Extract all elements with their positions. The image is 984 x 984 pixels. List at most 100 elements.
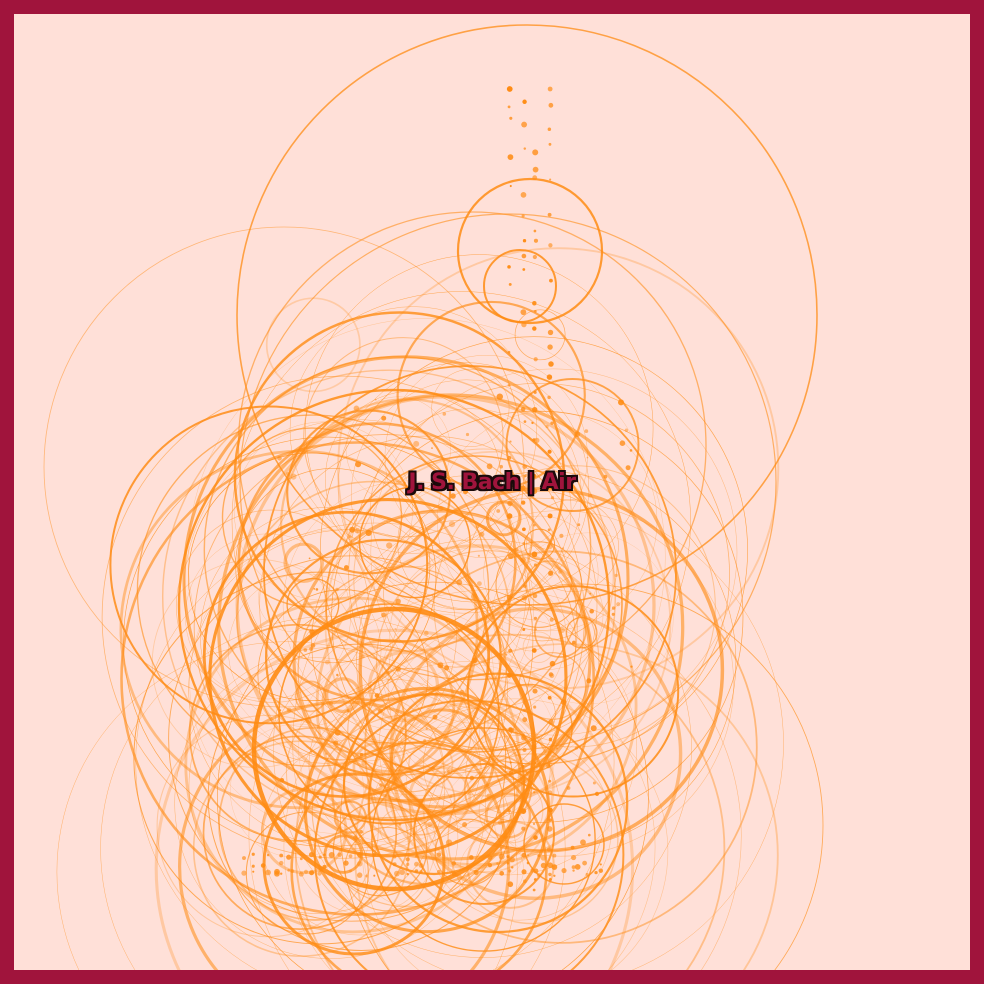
note-dot bbox=[547, 528, 551, 532]
note-dot bbox=[532, 688, 538, 694]
note-dot bbox=[577, 523, 581, 527]
note-dot bbox=[487, 862, 493, 868]
note-dot bbox=[465, 432, 470, 437]
note-dot bbox=[310, 750, 313, 753]
ring bbox=[294, 633, 726, 970]
note-dot bbox=[471, 593, 478, 600]
note-dot bbox=[507, 154, 514, 160]
note-dot bbox=[530, 868, 535, 873]
note-dot bbox=[533, 835, 538, 840]
note-dot bbox=[566, 786, 571, 790]
note-dot bbox=[455, 840, 458, 843]
note-dot bbox=[451, 872, 456, 877]
note-dot bbox=[582, 860, 587, 866]
note-dot bbox=[521, 735, 527, 741]
note-dot bbox=[425, 727, 428, 730]
ring bbox=[292, 509, 592, 809]
ring bbox=[233, 421, 413, 601]
note-dot bbox=[290, 869, 295, 873]
note-dot bbox=[532, 822, 536, 826]
note-dot bbox=[508, 648, 513, 653]
note-dot bbox=[305, 717, 312, 724]
note-dot bbox=[559, 533, 564, 538]
note-dot bbox=[459, 689, 465, 695]
ring bbox=[174, 647, 486, 959]
note-dot bbox=[333, 740, 339, 746]
note-dot bbox=[515, 547, 519, 552]
note-dot bbox=[496, 509, 501, 513]
note-dot bbox=[520, 808, 527, 814]
note-dot bbox=[406, 872, 409, 876]
note-dot bbox=[547, 695, 552, 700]
note-dot bbox=[534, 761, 537, 764]
note-dot bbox=[531, 473, 537, 479]
ring bbox=[286, 409, 452, 575]
note-dot bbox=[374, 398, 377, 401]
ring bbox=[285, 692, 445, 852]
note-dot bbox=[280, 722, 282, 725]
note-dot bbox=[501, 653, 504, 656]
note-dot bbox=[398, 822, 402, 826]
note-dot bbox=[279, 853, 284, 858]
note-dot bbox=[522, 708, 527, 712]
note-dot bbox=[531, 744, 537, 750]
note-dot bbox=[585, 872, 589, 877]
note-dot bbox=[334, 729, 341, 736]
note-dot bbox=[533, 229, 537, 233]
note-dot bbox=[431, 447, 433, 449]
note-dot bbox=[242, 856, 246, 860]
ring bbox=[525, 560, 573, 607]
note-dot bbox=[415, 854, 418, 858]
note-dot bbox=[522, 747, 527, 752]
note-dot bbox=[520, 406, 526, 412]
note-dot bbox=[531, 488, 538, 495]
note-dot bbox=[406, 862, 410, 867]
note-dot bbox=[611, 606, 616, 610]
ring bbox=[119, 449, 479, 810]
note-dot bbox=[309, 646, 314, 651]
note-dot bbox=[531, 421, 534, 425]
ring bbox=[182, 355, 630, 803]
note-dot bbox=[547, 513, 553, 519]
ring bbox=[188, 452, 437, 701]
ring bbox=[358, 487, 725, 853]
note-dot bbox=[540, 854, 547, 861]
note-dot bbox=[523, 147, 527, 150]
note-dot bbox=[299, 447, 305, 453]
note-dot bbox=[548, 361, 554, 367]
note-dot bbox=[309, 629, 315, 635]
note-dot bbox=[592, 781, 596, 785]
note-dot bbox=[547, 471, 552, 476]
note-dot bbox=[533, 878, 537, 881]
ring bbox=[485, 792, 532, 839]
note-dot bbox=[556, 747, 559, 750]
note-dot bbox=[522, 879, 527, 884]
note-dot bbox=[318, 855, 322, 859]
note-dot bbox=[507, 383, 511, 387]
ring bbox=[459, 836, 524, 902]
ring bbox=[154, 628, 635, 970]
note-dot bbox=[486, 793, 492, 799]
note-dot bbox=[594, 870, 598, 875]
note-dot bbox=[313, 588, 316, 590]
note-dot bbox=[328, 701, 334, 706]
note-dot bbox=[469, 775, 475, 781]
note-dot bbox=[374, 693, 380, 698]
note-dot bbox=[616, 602, 621, 607]
note-dot bbox=[522, 584, 527, 588]
ring bbox=[168, 555, 535, 922]
note-dot bbox=[540, 862, 547, 869]
note-dot bbox=[598, 868, 604, 873]
note-dot bbox=[466, 699, 468, 701]
circle-visualization bbox=[43, 24, 824, 970]
ring bbox=[283, 661, 656, 970]
note-dot bbox=[548, 570, 554, 576]
note-dot bbox=[274, 868, 280, 875]
note-dot bbox=[356, 872, 363, 878]
note-dot bbox=[549, 660, 556, 667]
note-dot bbox=[533, 791, 536, 794]
ring bbox=[229, 723, 365, 858]
note-dot bbox=[359, 830, 363, 834]
note-dot bbox=[437, 662, 444, 669]
note-dot bbox=[550, 421, 554, 425]
